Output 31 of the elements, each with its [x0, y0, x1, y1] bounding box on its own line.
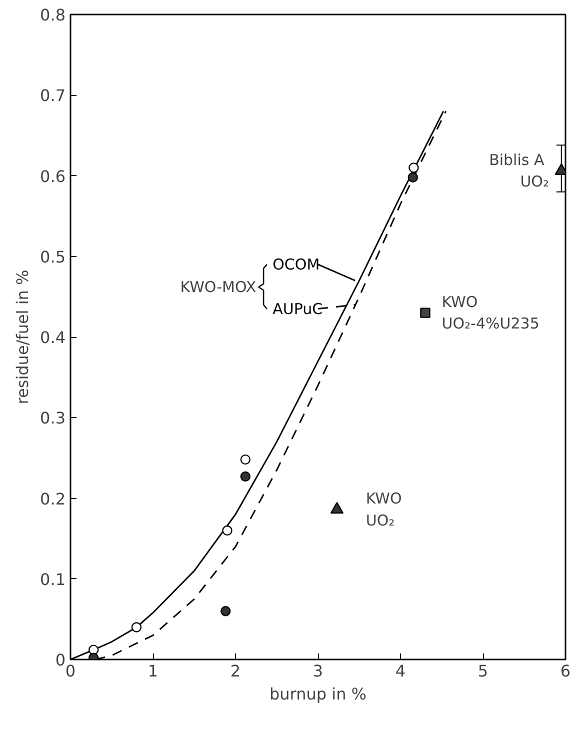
series-label: KWO UO₂ — [366, 490, 402, 530]
y-tick-label: 0.3 — [40, 408, 66, 428]
point — [240, 471, 250, 482]
point — [408, 172, 418, 182]
point — [222, 525, 232, 536]
point — [420, 308, 430, 318]
x-tick-label: 1 — [148, 662, 158, 680]
point — [408, 162, 419, 173]
y-tick-label: 0.5 — [40, 247, 66, 266]
point — [330, 502, 344, 514]
point — [220, 606, 231, 616]
point — [131, 622, 142, 632]
y-tick-label: 0.7 — [40, 86, 66, 106]
x-tick-label: 5 — [478, 662, 488, 680]
point — [240, 454, 250, 465]
x-tick-label: 3 — [312, 662, 324, 680]
series-label: KWO UO₂-4%U235 — [442, 293, 540, 333]
y-tick-label: 0.1 — [40, 570, 66, 589]
x-tick-label: 6 — [560, 662, 571, 680]
y-tick-label: 0.8 — [40, 6, 66, 24]
y-tick-label: 0.6 — [40, 166, 66, 186]
y-tick-label: 0.4 — [40, 328, 66, 347]
series-label: Biblis A UO₂ — [489, 151, 550, 191]
x-tick-label: 4 — [395, 662, 406, 680]
x-axis-title: burnup in % — [270, 684, 367, 704]
y-axis-title: residue/fuel in % — [13, 270, 32, 404]
legend-label: OCOM — [272, 255, 320, 274]
annotation: KWO-MOX — [180, 278, 256, 296]
legend-label: AUPuC — [272, 300, 323, 318]
x-tick-label: 2 — [230, 662, 241, 680]
y-tick-label: 0.2 — [40, 489, 66, 508]
